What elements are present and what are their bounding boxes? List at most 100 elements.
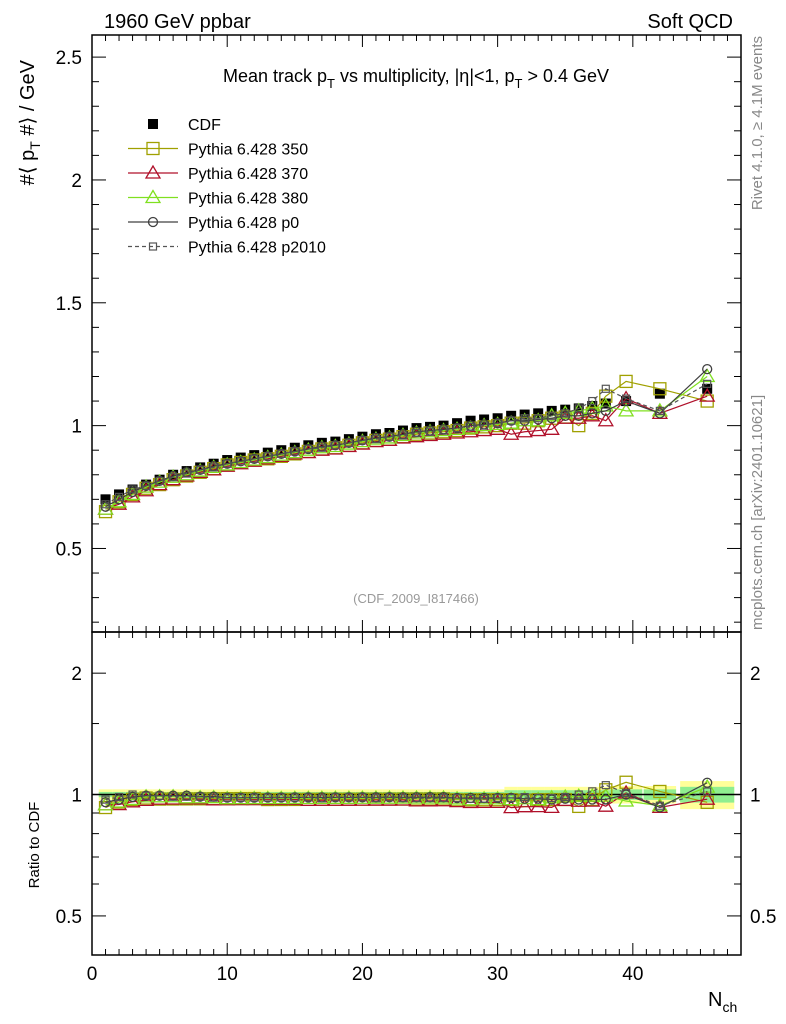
ratio-point-pythia-6-428-p2010: [277, 793, 286, 802]
data-point-pythia-6-428-p2010: [534, 414, 543, 423]
data-point-cdf: [600, 398, 611, 409]
ratio-plot: [92, 775, 741, 815]
data-point-pythia-6-428-p2010: [317, 443, 326, 452]
data-point-pythia-6-428-p0: [249, 453, 260, 464]
ratio-point-pythia-6-428-p2010: [452, 793, 462, 803]
ratio-point-pythia-6-428-380: [597, 787, 614, 802]
data-point-pythia-6-428-p2010: [250, 454, 259, 463]
ratio-point-pythia-6-428-p2010: [480, 794, 489, 803]
data-point-pythia-6-428-p2010: [101, 500, 110, 509]
ratio-point-pythia-6-428-p0: [100, 797, 111, 808]
data-point-pythia-6-428-p2010: [344, 438, 353, 447]
ratio-point-pythia-6-428-p0: [573, 794, 584, 805]
data-point-pythia-6-428-p2010: [398, 431, 408, 440]
ratio-point-pythia-6-428-p2010: [196, 792, 205, 801]
data-point-pythia-6-428-p0: [289, 446, 300, 457]
data-point-pythia-6-428-380: [617, 402, 635, 417]
y-tick-label: 0.5: [56, 539, 82, 560]
ratio-point-pythia-6-428-380: [97, 796, 114, 811]
data-point-pythia-6-428-p0: [154, 475, 165, 487]
ratio-point-pythia-6-428-p2010: [547, 793, 556, 802]
data-point-pythia-6-428-p0: [573, 410, 584, 421]
ratio-point-pythia-6-428-p2010: [141, 791, 151, 800]
ratio-point-pythia-6-428-380: [617, 792, 635, 807]
ratio-point-pythia-6-428-p2010: [507, 793, 516, 803]
ratio-point-pythia-6-428-350: [619, 775, 633, 789]
data-point-pythia-6-428-p2010: [223, 459, 232, 468]
ratio-point-pythia-6-428-p2010: [561, 792, 570, 802]
ratio-point-pythia-6-428-p2010: [209, 793, 218, 802]
ratio-point-pythia-6-428-p2010: [655, 801, 664, 810]
data-point-pythia-6-428-p2010: [209, 463, 218, 472]
ratio-point-pythia-6-428-370: [597, 797, 614, 812]
data-point-pythia-6-428-p2010: [439, 426, 448, 435]
data-point-pythia-6-428-p2010: [547, 411, 556, 420]
data-point-pythia-6-428-p2010: [290, 447, 299, 456]
ratio-y-tick-label-right: 0.5: [750, 907, 776, 928]
legend-label-pythia-6-428-380: Pythia 6.428 380: [188, 191, 308, 208]
ratio-point-pythia-6-428-p0: [451, 792, 463, 804]
data-point-pythia-6-428-p2010: [277, 449, 286, 458]
ratio-point-pythia-6-428-p2010: [304, 793, 313, 802]
ratio-point-pythia-6-428-370: [110, 796, 128, 811]
data-point-pythia-6-428-p2010: [703, 379, 712, 388]
legend-marker-pythia-6-428-p2010: [148, 242, 158, 251]
data-point-cdf: [587, 400, 598, 411]
ratio-y-tick-label-right: 1: [750, 786, 761, 807]
legend-marker-cdf: [148, 119, 158, 129]
data-point-pythia-6-428-p2010: [331, 441, 340, 450]
data-point-pythia-6-428-p0: [140, 480, 152, 491]
y-axis-label: #⟨ pT #⟩ / GeV: [17, 59, 43, 185]
data-point-pythia-6-428-p2010: [169, 473, 178, 482]
ratio-point-pythia-6-428-p2010: [493, 793, 502, 803]
series-line-pythia-6-428-p2010: [105, 383, 708, 505]
data-point-pythia-6-428-380: [699, 368, 716, 383]
ratio-y-tick-label-left: 0.5: [56, 907, 82, 928]
ratio-y-axis-label: Ratio to CDF: [26, 802, 43, 889]
ratio-point-pythia-6-428-p2010: [128, 790, 137, 799]
x-tick-label: 30: [487, 964, 508, 985]
ratio-point-pythia-6-428-p0: [262, 792, 273, 803]
data-point-pythia-6-428-p2010: [574, 404, 583, 413]
ratio-point-pythia-6-428-p0: [600, 794, 611, 805]
data-point-pythia-6-428-p2010: [155, 476, 164, 486]
ratio-point-pythia-6-428-p2010: [601, 781, 610, 790]
data-point-pythia-6-428-p0: [505, 415, 517, 426]
ratio-point-pythia-6-428-p0: [113, 794, 125, 805]
data-point-pythia-6-428-p0: [654, 408, 666, 419]
ratio-point-pythia-6-428-p0: [560, 793, 571, 804]
data-point-pythia-6-428-370: [503, 425, 520, 440]
data-point-pythia-6-428-p2010: [655, 406, 664, 415]
legend-marker-pythia-6-428-380: [144, 189, 162, 204]
data-point-pythia-6-428-370: [584, 407, 601, 422]
data-point-cdf: [168, 469, 179, 480]
data-point-pythia-6-428-p2010: [520, 414, 529, 423]
ratio-point-pythia-6-428-p2010: [331, 793, 340, 802]
data-point-pythia-6-428-p2010: [385, 432, 394, 441]
ratio-point-pythia-6-428-p2010: [290, 793, 299, 802]
data-point-pythia-6-428-p2010: [452, 423, 462, 433]
ratio-point-pythia-6-428-370: [699, 790, 716, 805]
legend-label-cdf: CDF: [188, 117, 221, 134]
data-point-pythia-6-428-p2010: [601, 384, 610, 393]
data-point-pythia-6-428-p0: [587, 408, 598, 419]
data-point-pythia-6-428-370: [516, 423, 533, 438]
ratio-point-pythia-6-428-p2010: [250, 793, 259, 802]
rivet-version-label: Rivet 4.1.0, ≥ 4.1M events: [749, 36, 766, 210]
data-point-pythia-6-428-350: [436, 425, 451, 439]
data-point-pythia-6-428-p2010: [236, 457, 245, 466]
main-plot: [97, 363, 716, 519]
series-line-pythia-6-428-370: [105, 395, 708, 510]
data-point-pythia-6-428-p0: [546, 413, 557, 424]
data-point-pythia-6-428-p2010: [480, 421, 489, 430]
data-point-pythia-6-428-370: [543, 421, 560, 435]
ratio-point-pythia-6-428-370: [543, 799, 560, 814]
ratio-point-pythia-6-428-p2010: [588, 787, 597, 796]
ratio-y-tick-label-left: 1: [71, 786, 82, 807]
series-line-pythia-6-428-350: [105, 380, 708, 513]
data-point-cdf: [154, 474, 165, 485]
data-point-pythia-6-428-370: [530, 422, 547, 437]
data-point-pythia-6-428-p0: [519, 415, 530, 426]
data-point-pythia-6-428-p0: [600, 405, 611, 417]
